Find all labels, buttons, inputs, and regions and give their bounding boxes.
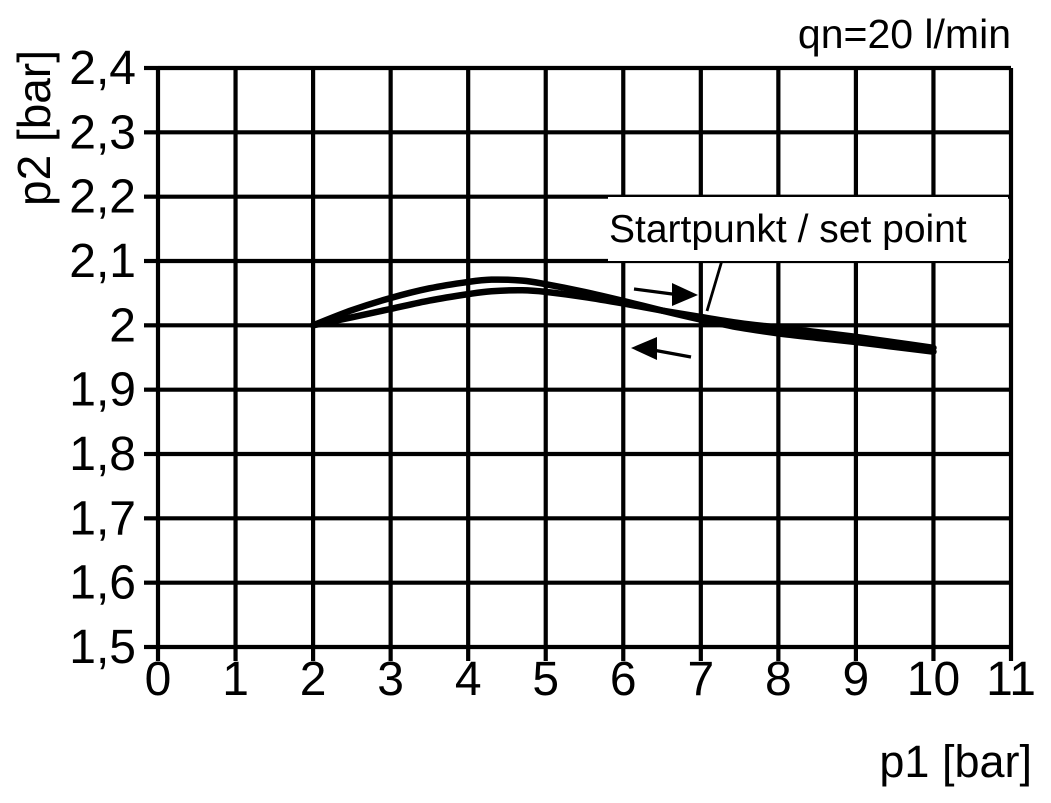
svg-text:11: 11: [986, 653, 1036, 706]
svg-text:6: 6: [610, 653, 637, 706]
svg-text:p1 [bar]: p1 [bar]: [879, 736, 1032, 787]
svg-text:8: 8: [765, 653, 792, 706]
svg-text:1,9: 1,9: [69, 364, 136, 417]
svg-text:1,7: 1,7: [69, 492, 136, 545]
svg-text:2: 2: [109, 299, 136, 352]
svg-text:2,1: 2,1: [69, 235, 136, 288]
svg-text:4: 4: [455, 653, 482, 706]
svg-text:3: 3: [377, 653, 404, 706]
svg-text:9: 9: [843, 653, 870, 706]
svg-text:1: 1: [222, 653, 249, 706]
svg-text:2: 2: [300, 653, 327, 706]
svg-text:2,4: 2,4: [69, 42, 136, 95]
svg-text:1,8: 1,8: [69, 428, 136, 481]
svg-text:10: 10: [907, 653, 960, 706]
svg-text:2,2: 2,2: [69, 171, 136, 224]
svg-text:7: 7: [687, 653, 714, 706]
svg-text:qn=20 l/min: qn=20 l/min: [798, 11, 1011, 57]
svg-text:0: 0: [145, 653, 172, 706]
svg-text:5: 5: [532, 653, 559, 706]
svg-text:1,5: 1,5: [69, 621, 136, 674]
svg-text:p2 [bar]: p2 [bar]: [8, 50, 60, 206]
svg-text:Startpunkt / set point: Startpunkt / set point: [609, 208, 967, 251]
svg-text:1,6: 1,6: [69, 557, 136, 610]
svg-text:2,3: 2,3: [69, 106, 136, 159]
